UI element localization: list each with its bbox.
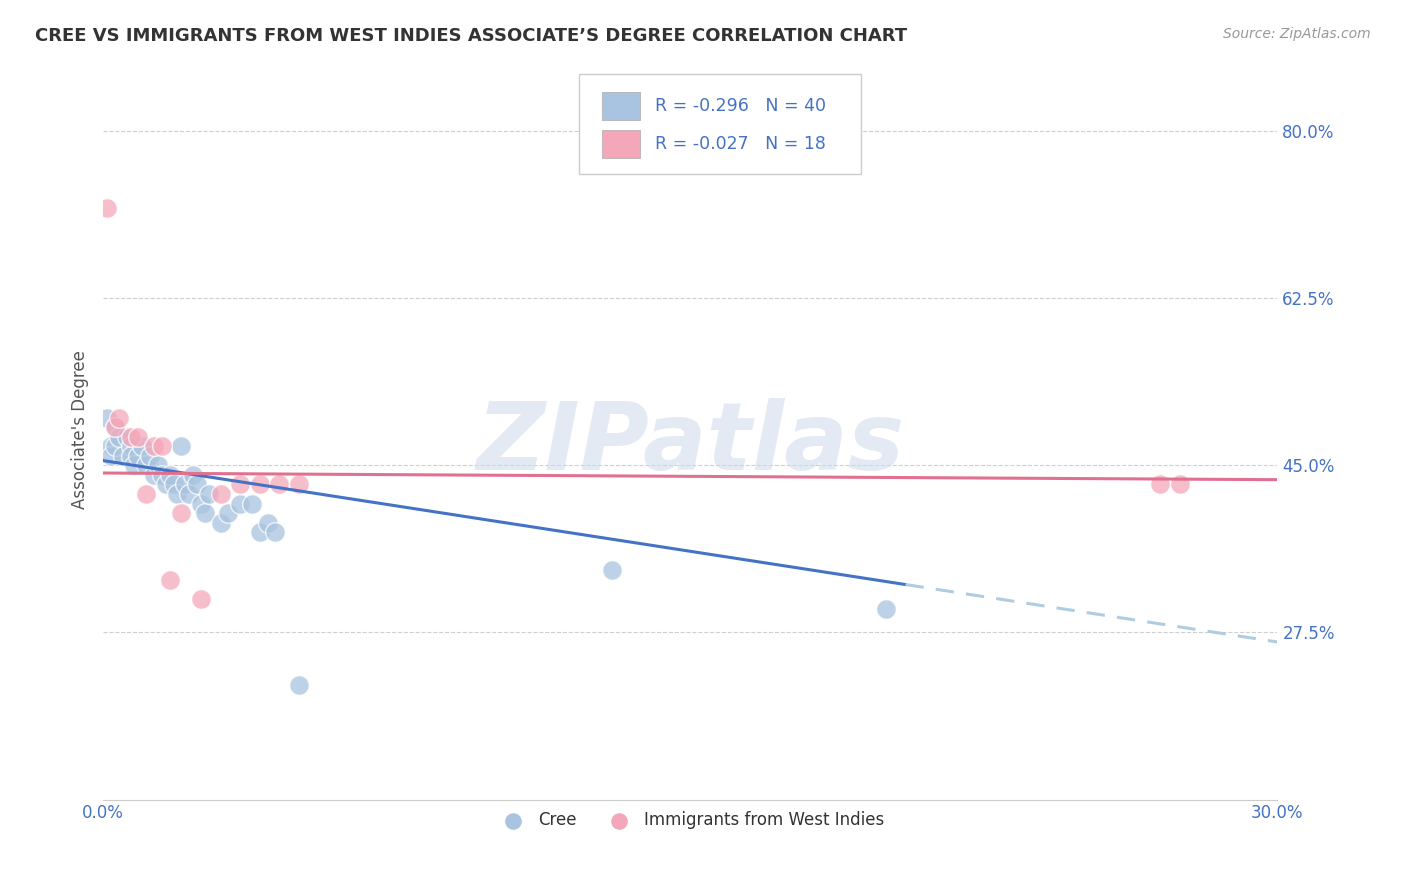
Text: R = -0.027   N = 18: R = -0.027 N = 18 — [655, 135, 825, 153]
Point — [135, 458, 157, 473]
Point — [96, 410, 118, 425]
Point — [875, 601, 897, 615]
Point — [240, 497, 263, 511]
Point — [115, 430, 138, 444]
Point — [217, 506, 239, 520]
Point — [104, 420, 127, 434]
Point — [104, 420, 127, 434]
Point — [198, 487, 221, 501]
Text: ZIPatlas: ZIPatlas — [477, 399, 904, 491]
Bar — [602, 92, 640, 120]
Point — [209, 516, 232, 530]
Point — [159, 573, 181, 587]
Point — [179, 487, 201, 501]
Point — [107, 410, 129, 425]
Point — [269, 477, 291, 491]
Point — [288, 477, 311, 491]
Point — [600, 563, 623, 577]
Point — [104, 439, 127, 453]
Bar — [602, 130, 640, 158]
Point — [1149, 477, 1171, 491]
Point — [194, 506, 217, 520]
Point — [107, 430, 129, 444]
Y-axis label: Associate's Degree: Associate's Degree — [72, 351, 89, 509]
Point — [181, 467, 204, 482]
Point — [120, 430, 142, 444]
Legend: Cree, Immigrants from West Indies: Cree, Immigrants from West Indies — [491, 805, 890, 836]
Point — [264, 525, 287, 540]
Point — [146, 458, 169, 473]
Point — [124, 458, 146, 473]
Point — [135, 487, 157, 501]
Point — [256, 516, 278, 530]
Point — [229, 497, 252, 511]
Point — [139, 449, 162, 463]
Point — [166, 487, 188, 501]
Point — [174, 477, 197, 491]
Point — [120, 449, 142, 463]
FancyBboxPatch shape — [579, 74, 860, 174]
Point — [155, 477, 177, 491]
Point — [249, 525, 271, 540]
Point — [190, 592, 212, 607]
Point — [150, 467, 173, 482]
Point — [162, 477, 184, 491]
Point — [131, 439, 153, 453]
Point — [127, 449, 149, 463]
Point — [229, 477, 252, 491]
Point — [150, 439, 173, 453]
Point — [1168, 477, 1191, 491]
Point — [186, 477, 208, 491]
Point — [143, 467, 166, 482]
Text: CREE VS IMMIGRANTS FROM WEST INDIES ASSOCIATE’S DEGREE CORRELATION CHART: CREE VS IMMIGRANTS FROM WEST INDIES ASSO… — [35, 27, 907, 45]
Point — [100, 449, 122, 463]
Point — [190, 497, 212, 511]
Text: R = -0.296   N = 40: R = -0.296 N = 40 — [655, 97, 827, 115]
Point — [120, 439, 142, 453]
Text: Source: ZipAtlas.com: Source: ZipAtlas.com — [1223, 27, 1371, 41]
Point — [159, 467, 181, 482]
Point — [170, 506, 193, 520]
Point — [209, 487, 232, 501]
Point — [249, 477, 271, 491]
Point — [100, 439, 122, 453]
Point — [288, 678, 311, 692]
Point — [170, 439, 193, 453]
Point — [111, 449, 134, 463]
Point — [143, 439, 166, 453]
Point — [96, 201, 118, 215]
Point — [127, 430, 149, 444]
